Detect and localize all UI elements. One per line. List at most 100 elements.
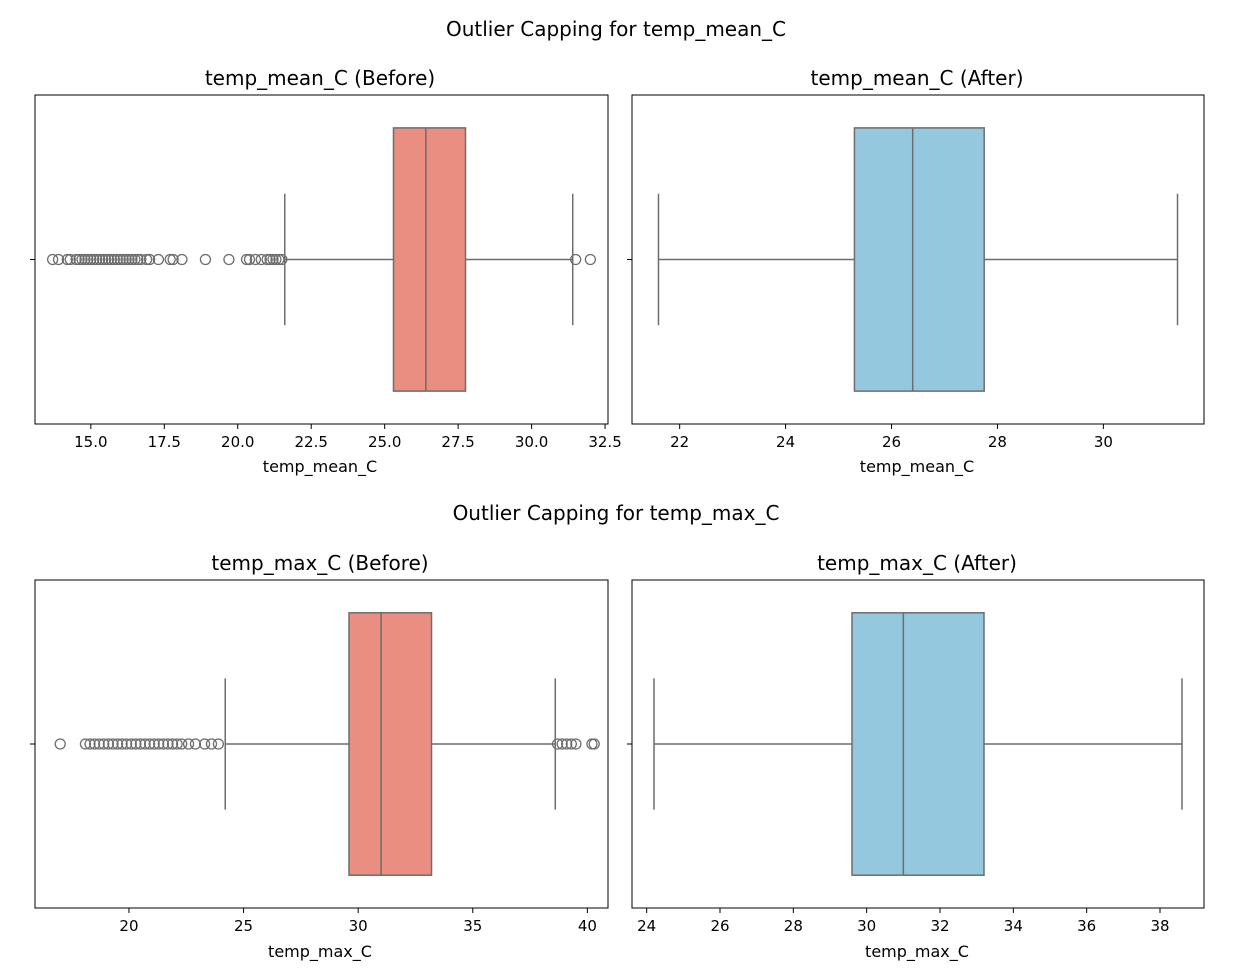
outlier-point	[584, 253, 597, 266]
x-tick-label: 26	[882, 433, 901, 451]
outlier-point	[111, 253, 123, 266]
outlier-point	[114, 253, 126, 266]
x-tick-label: 32.5	[588, 433, 621, 451]
x-tick-label: 15.0	[74, 433, 107, 451]
suptitle-temp-max: Outlier Capping for temp_max_C	[453, 501, 780, 525]
suptitle-temp-mean: Outlier Capping for temp_mean_C	[446, 17, 786, 41]
x-tick-label: 27.5	[441, 433, 474, 451]
outlier-point	[84, 738, 96, 750]
outlier-point	[76, 253, 88, 266]
x-tick-label: 25	[234, 917, 253, 935]
outlier-point	[102, 253, 115, 266]
outlier-point	[82, 253, 94, 266]
outlier-point	[108, 253, 120, 266]
outlier-point	[123, 253, 135, 266]
outlier-point	[98, 738, 110, 750]
outlier-point	[125, 738, 137, 750]
outlier-point	[129, 253, 141, 266]
outlier-point	[223, 253, 235, 266]
outlier-point	[70, 253, 82, 266]
x-tick-label: 28	[988, 433, 1007, 451]
outlier-point	[171, 738, 183, 750]
outlier-point	[116, 738, 128, 750]
x-tick-label: 28	[784, 917, 803, 935]
x-axis-label: temp_mean_C	[263, 457, 377, 477]
panel-temp-max-after: temp_max_C (After) temp_max_C 24 26 28 30 32…	[627, 551, 1205, 962]
panel-title: temp_mean_C (After)	[811, 66, 1024, 90]
panel-title: temp_max_C (After)	[817, 551, 1017, 575]
outlier-point	[85, 253, 97, 266]
outlier-point	[152, 253, 165, 266]
outlier-point	[141, 253, 153, 266]
outlier-point	[79, 253, 91, 266]
x-tick-label: 24	[637, 917, 656, 935]
outlier-point	[198, 738, 211, 750]
iqr-box	[348, 612, 433, 876]
outlier-point	[130, 738, 142, 750]
outlier-point	[64, 253, 76, 266]
outlier-point	[96, 253, 109, 266]
outlier-point	[570, 738, 582, 750]
outlier-point	[54, 738, 66, 750]
x-tick-label: 17.5	[148, 433, 181, 451]
outlier-point	[61, 253, 73, 266]
outlier-point	[264, 253, 276, 266]
outlier-point	[134, 738, 147, 750]
outlier-point	[143, 253, 156, 266]
outlier-point	[267, 253, 279, 266]
outlier-point	[273, 253, 285, 266]
outlier-point	[111, 738, 124, 750]
outlier-point	[88, 738, 101, 750]
outlier-point	[105, 253, 118, 266]
outlier-point	[205, 738, 218, 750]
panel-temp-mean-before: temp_mean_C (Before) temp_mean_C 15.0 17.…	[30, 66, 622, 477]
outlier-point	[551, 738, 564, 750]
outlier-point	[157, 738, 170, 750]
panel-title: temp_mean_C (Before)	[205, 66, 435, 90]
outlier-point	[243, 253, 256, 266]
outlier-point	[176, 738, 188, 750]
outlier-point	[189, 738, 202, 750]
x-tick-label: 25.0	[368, 433, 401, 451]
outlier-point	[52, 253, 65, 266]
outlier-point	[570, 253, 582, 266]
outlier-point	[126, 253, 138, 266]
iqr-box	[392, 127, 467, 392]
outlier-point	[261, 253, 273, 266]
panel-temp-mean-after: temp_mean_C (After) temp_mean_C 22 24 26 28…	[627, 66, 1205, 477]
outlier-point	[107, 738, 119, 750]
x-tick-label: 40	[578, 917, 597, 935]
x-tick-label: 32	[930, 917, 949, 935]
iqr-box	[853, 127, 985, 392]
outlier-point	[561, 738, 573, 750]
x-tick-label: 38	[1150, 917, 1169, 935]
outlier-point	[73, 253, 85, 266]
outlier-point	[120, 253, 132, 266]
outlier-point	[93, 738, 105, 750]
outlier-point	[91, 253, 103, 266]
outlier-point	[270, 253, 282, 266]
outlier-point	[166, 738, 179, 750]
x-tick-label: 35	[463, 917, 482, 935]
panel-title: temp_max_C (Before)	[211, 551, 428, 575]
x-tick-label: 34	[1004, 917, 1023, 935]
outlier-point	[588, 738, 600, 750]
outlier-point	[46, 253, 59, 266]
x-tick-label: 22	[670, 433, 689, 451]
outlier-point	[88, 253, 100, 266]
outlier-point	[240, 253, 253, 266]
outlier-point	[148, 738, 160, 750]
x-tick-label: 22.5	[295, 433, 328, 451]
outlier-point	[167, 253, 179, 266]
outlier-point	[199, 253, 212, 266]
outlier-point	[132, 253, 144, 266]
x-tick-label: 30.0	[515, 433, 548, 451]
panel-temp-max-before: temp_max_C (Before) temp_max_C 20 25 30 35 4…	[30, 551, 609, 962]
outlier-point	[143, 738, 156, 750]
outlier-point	[276, 253, 288, 266]
x-axis-label: temp_max_C	[268, 942, 372, 962]
outlier-point	[153, 738, 165, 750]
outlier-point	[117, 253, 129, 266]
outlier-point	[162, 738, 174, 750]
